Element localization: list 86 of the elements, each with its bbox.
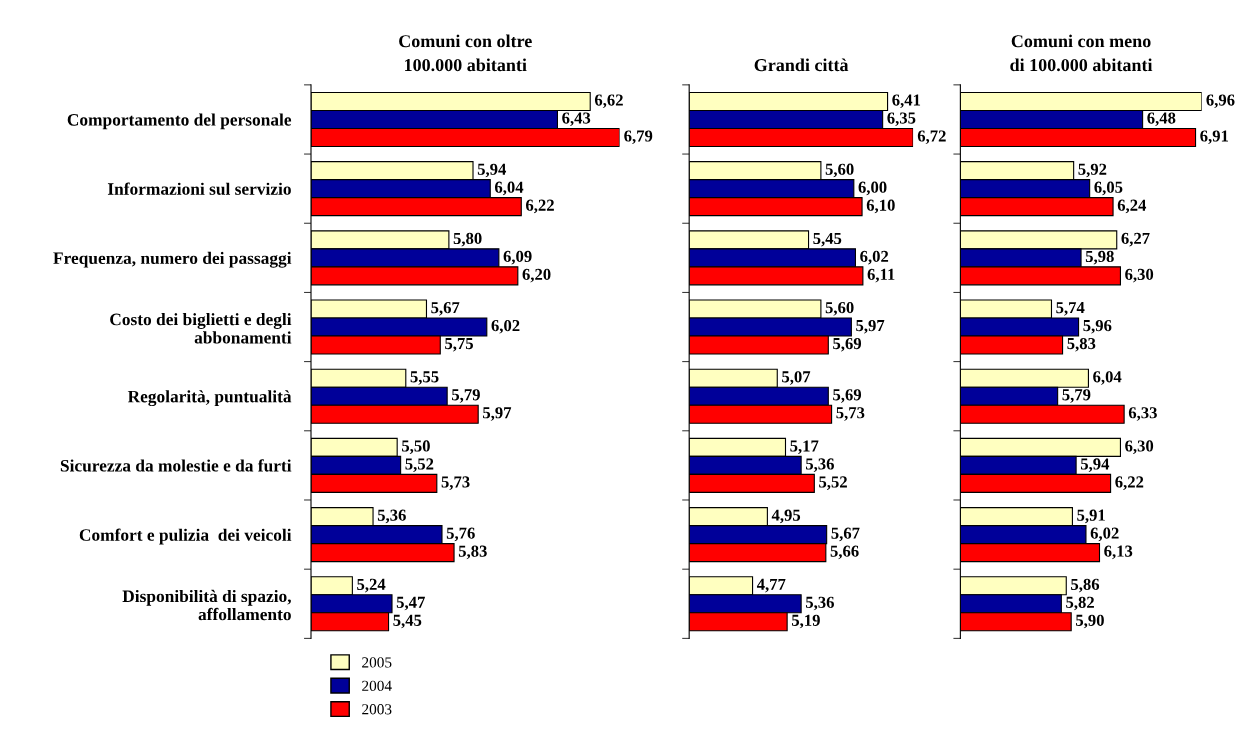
data-label: 6,04 <box>494 181 524 196</box>
data-label: 6,35 <box>887 112 916 127</box>
data-label: 5,36 <box>377 509 406 524</box>
data-label: 5,96 <box>1083 320 1112 334</box>
data-label: 5,36 <box>805 596 834 611</box>
data-label: 6,05 <box>1094 181 1123 196</box>
data-label: 5,45 <box>393 614 422 629</box>
data-label: 6,13 <box>1104 545 1133 560</box>
data-label: 5,90 <box>1076 614 1104 629</box>
data-label: 5,73 <box>441 476 470 490</box>
data-label: 6,62 <box>594 94 623 109</box>
y-tick-label: Comportamento del personale <box>67 113 292 130</box>
data-label: 5,80 <box>453 232 482 247</box>
data-label: 5,47 <box>396 596 425 611</box>
legend-label: 2005 <box>362 657 392 668</box>
data-label: 5,36 <box>805 458 834 472</box>
data-label: 5,73 <box>836 407 865 421</box>
data-label: 5,19 <box>791 614 820 629</box>
data-label: 5,79 <box>451 389 480 403</box>
chart-title: Comuni con oltre 100.000 abitanti <box>399 34 532 72</box>
y-tick-label: Sicurezza da molestie e da furti <box>60 459 292 472</box>
legend-label: 2003 <box>362 704 392 715</box>
data-label: 6,22 <box>526 199 554 214</box>
data-label: 5,52 <box>819 476 847 490</box>
data-label: 5,75 <box>445 338 473 352</box>
data-label: 6,02 <box>1090 527 1119 542</box>
data-label: 5,76 <box>446 527 475 542</box>
data-label: 6,91 <box>1200 130 1229 145</box>
data-label: 6,41 <box>892 94 921 109</box>
legend-label: 2004 <box>362 680 392 691</box>
y-tick-label: Comfort e pulizia dei veicoli <box>79 528 292 545</box>
data-label: 6,30 <box>1125 440 1154 454</box>
data-label: 5,66 <box>830 545 859 560</box>
data-label: 6,02 <box>491 319 520 334</box>
data-label: 6,48 <box>1147 112 1176 127</box>
data-label: 5,60 <box>825 163 854 178</box>
data-label: 5,82 <box>1066 596 1094 611</box>
data-label: 5,94 <box>477 163 507 178</box>
data-label: 6,33 <box>1128 407 1157 421</box>
data-label: 6,02 <box>860 250 889 265</box>
data-label: 6,11 <box>867 268 895 283</box>
data-label: 5,86 <box>1071 578 1100 593</box>
data-label: 6,09 <box>503 250 532 265</box>
y-tick-label: Disponibilità di spazio, affollamento <box>122 589 291 621</box>
data-label: 4,95 <box>771 509 801 524</box>
data-label: 5,55 <box>410 371 439 385</box>
data-label: 5,74 <box>1056 302 1085 316</box>
data-label: 6,79 <box>624 130 653 145</box>
data-label: 6,24 <box>1117 199 1147 214</box>
y-tick-label: Informazioni sul servizio <box>107 182 291 195</box>
data-label: 5,67 <box>831 527 860 542</box>
y-tick-label: Regolarità, puntualità <box>127 390 292 407</box>
data-label: 5,60 <box>825 301 854 316</box>
data-label: 4,77 <box>756 578 786 593</box>
chart-title: Grandi città <box>754 58 849 72</box>
data-label: 5,79 <box>1062 389 1091 403</box>
y-tick-label: Frequenza, numero dei passaggi <box>53 251 292 268</box>
data-label: 6,10 <box>866 199 895 214</box>
data-label: 6,27 <box>1121 232 1150 247</box>
data-label: 6,30 <box>1125 268 1154 283</box>
data-label: 5,17 <box>790 440 819 454</box>
data-label: 5,91 <box>1077 509 1105 524</box>
data-label: 6,04 <box>1093 371 1122 385</box>
data-label: 5,69 <box>833 337 862 352</box>
data-label: 6,22 <box>1115 476 1144 490</box>
y-tick-label: Costo dei biglietti e degli abbonamenti <box>110 313 292 344</box>
data-label: 5,83 <box>1067 337 1096 352</box>
data-label: 6,00 <box>858 181 887 196</box>
data-label: 5,52 <box>405 458 434 472</box>
data-label: 5,92 <box>1078 163 1107 178</box>
chart-title: Comuni con meno di 100.000 abitanti <box>1010 34 1153 72</box>
data-label: 6,72 <box>917 130 946 145</box>
data-label: 6,20 <box>522 268 551 283</box>
data-label: 5,24 <box>357 578 386 593</box>
data-label: 5,97 <box>483 407 512 421</box>
data-label: 5,50 <box>402 440 430 454</box>
data-label: 5,69 <box>833 389 862 403</box>
data-label: 5,67 <box>431 302 460 316</box>
data-label: 5,07 <box>782 371 811 385</box>
data-label: 5,45 <box>813 232 842 247</box>
data-label: 6,43 <box>562 112 591 127</box>
data-label: 5,97 <box>856 320 885 334</box>
data-label: 5,98 <box>1085 250 1114 265</box>
data-label: 5,94 <box>1080 458 1110 472</box>
data-label: 6,96 <box>1206 94 1235 109</box>
data-label: 5,83 <box>458 545 487 560</box>
